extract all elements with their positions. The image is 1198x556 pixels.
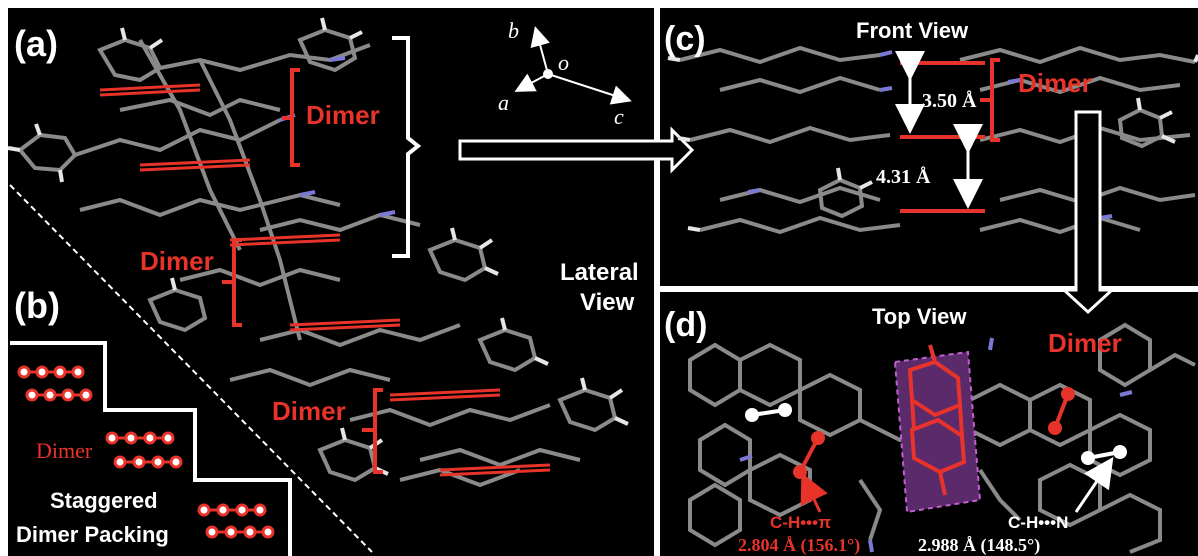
axis-o-label: o bbox=[558, 50, 569, 75]
axis-a-label: a bbox=[498, 90, 509, 115]
front-view-nitrogens bbox=[747, 50, 1113, 220]
lateral-view-hydrogens bbox=[7, 17, 629, 476]
panel-c-tag: (c) bbox=[664, 20, 706, 58]
panel-a-tag: (a) bbox=[14, 23, 58, 64]
lateral-view-line1: Lateral bbox=[560, 259, 639, 286]
axis-c-label: c bbox=[614, 104, 624, 129]
ch-n-label: C-H•••N bbox=[1008, 513, 1068, 532]
dimer-label-1: Dimer bbox=[306, 100, 380, 130]
top-view-molecules bbox=[688, 322, 1196, 554]
separator-dashed-line bbox=[9, 184, 373, 553]
hollow-arrow-right bbox=[458, 126, 695, 174]
staggered-dimer-label: Dimer bbox=[36, 438, 93, 463]
front-dimer-bracket bbox=[980, 58, 1000, 142]
staggered-line2: Dimer Packing bbox=[16, 522, 169, 547]
panel-d-tag: (d) bbox=[664, 306, 707, 344]
top-view-red-core bbox=[907, 344, 967, 496]
panel-b-tag: (b) bbox=[14, 285, 60, 326]
staggered-dimer-rows bbox=[17, 365, 275, 539]
ch-pi-bonds bbox=[793, 387, 1075, 479]
dimer-label-3: Dimer bbox=[272, 396, 346, 426]
top-view-title: Top View bbox=[872, 304, 967, 329]
ch-pi-value: 2.804 Å (156.1°) bbox=[738, 535, 860, 556]
ch-pi-arrow bbox=[800, 472, 828, 513]
front-view-title: Front View bbox=[856, 18, 969, 43]
top-dimer-label: Dimer bbox=[1048, 328, 1122, 358]
distance-label-350: 3.50 Å bbox=[922, 89, 977, 112]
staircase-outline bbox=[10, 341, 292, 556]
hollow-arrow-down bbox=[1060, 110, 1116, 315]
staggered-line1: Staggered bbox=[50, 488, 158, 513]
panel-c-background bbox=[660, 8, 1198, 286]
dimer-brackets bbox=[222, 68, 383, 474]
dimer-label-2: Dimer bbox=[140, 246, 214, 276]
front-dimer-label: Dimer bbox=[1018, 68, 1092, 98]
top-view-highlight bbox=[893, 350, 982, 514]
top-view-nitrogens bbox=[739, 337, 1133, 553]
axis-b-label: b bbox=[508, 18, 519, 43]
distance-label-431: 4.31 Å bbox=[876, 165, 931, 188]
front-view-hydrogens bbox=[667, 54, 1198, 232]
lateral-view-line2: View bbox=[580, 289, 635, 316]
ch-pi-label: C-H•••π bbox=[770, 513, 831, 532]
ch-n-arrow bbox=[1074, 457, 1114, 513]
lateral-brace bbox=[392, 36, 422, 258]
ch-n-value: 2.988 Å (148.5°) bbox=[918, 535, 1040, 556]
crystal-axes bbox=[514, 26, 632, 105]
lateral-view-red-cores bbox=[99, 83, 551, 477]
